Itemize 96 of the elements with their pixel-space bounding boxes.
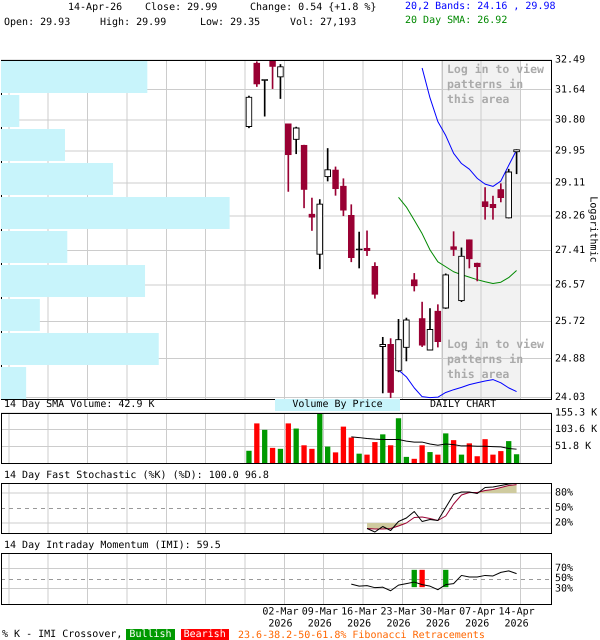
bar [301,445,307,463]
bar [466,443,472,463]
bar [246,450,252,463]
y-tick-label: 70% [555,562,574,574]
bar [348,438,354,463]
x-tick-label: 30-Mar 2026 [420,606,456,630]
y-tick-label: 50% [555,573,574,584]
text: Open: 29.93 [4,17,70,29]
text: 20 Day SMA: 26.92 [405,15,508,27]
chart-title: 14 Day SMA Volume: 42.9 K [4,399,155,411]
y-tick-label: 50% [555,502,574,514]
text: DAILY CHART [430,399,496,411]
y-tick-label: 29.95 [555,146,586,157]
y-axis-title: Logarithmic [587,196,598,263]
annotation: Log in to view patterns in this area [447,62,545,107]
bar [506,441,512,463]
bar [1,61,148,93]
bar [332,452,338,463]
x-tick-label: 09-Mar 2026 [302,606,338,630]
bar [498,451,504,463]
annotation: Log in to view patterns in this area [447,337,545,382]
bar [412,458,417,463]
bar [435,454,441,463]
bar [396,418,402,463]
text: Vol: 27,193 [290,17,356,29]
bar [254,423,260,463]
bar [404,456,410,463]
text: Volume By Price [275,399,400,411]
bar [1,95,20,127]
bar [1,231,68,263]
y-tick-label: 30.80 [555,114,586,126]
bar [1,333,159,365]
legend-title: % K - IMI Crossover, [2,629,122,640]
bar [514,454,520,463]
bar [1,265,146,297]
bar [482,439,488,463]
chart-title: 14 Day Fast Stochastic (%K) (%D): 100.0 96.8 [4,470,269,482]
bar [427,452,433,463]
y-tick-label: 31.64 [555,84,586,96]
bar [443,433,448,463]
y-tick-label: 20% [555,518,574,529]
candlestick [269,60,276,89]
candlestick [364,230,370,256]
x-tick-label: 23-Mar 2026 [380,606,417,630]
y-tick-label: 25.72 [555,316,586,328]
x-tick-label: 07-Apr 2026 [459,606,496,630]
bar [294,428,299,463]
bar [270,448,276,463]
y-tick-label: 30% [555,583,574,594]
bar [388,445,394,463]
bar [450,440,456,463]
text: Change: 0.54 {+1.8 %} [250,2,376,14]
bar [278,448,284,463]
bar [490,454,496,463]
text: 14-Apr-26 [68,2,122,14]
bar [458,454,464,463]
candlestick [490,196,496,220]
bar [309,448,315,463]
bar [419,445,425,463]
bar [474,456,480,463]
chart-title: 14 Day Intraday Momentum (IMI): 59.5 [4,540,221,552]
bar [372,442,378,463]
bar [1,197,230,229]
bar [262,430,268,463]
y-tick-label: 29.11 [555,178,586,189]
text: 23.6-38.2-50-61.8% Fibonacci Retracements [238,630,485,640]
text: 20,2 Bands: 24.16 , 29.98 [405,1,556,13]
y-tick-label: 32.49 [555,54,586,66]
text: Low: 29.35 [200,17,260,29]
text: Bullish [126,629,175,640]
bar [286,423,291,463]
y-tick-label: 155.3 K [555,408,598,419]
bar [356,454,362,463]
text: High: 29.99 [100,17,166,29]
y-tick-label: 26.57 [555,280,586,291]
y-tick-label: 51.8 K [555,440,592,452]
bar [325,446,330,463]
bar [317,413,322,463]
bar [380,434,386,463]
y-tick-label: 24.03 [555,392,586,404]
y-tick-label: 103.6 K [555,424,598,436]
x-tick-label: 02-Mar 2026 [262,606,298,630]
y-tick-label: 24.88 [555,353,586,364]
bar [1,163,114,195]
bar [340,426,346,463]
bar [364,454,370,463]
text: Close: 29.99 [145,2,218,14]
x-tick-label: 16-Mar 2026 [341,606,378,630]
x-tick-label: 14-Apr 2026 [498,606,535,630]
y-tick-label: 28.26 [555,210,586,222]
y-tick-label: 27.41 [555,244,586,256]
bar [1,367,26,399]
y-tick-label: 80% [555,488,574,499]
bar [1,129,66,161]
bar [1,299,40,331]
text: Bearish [180,629,229,640]
